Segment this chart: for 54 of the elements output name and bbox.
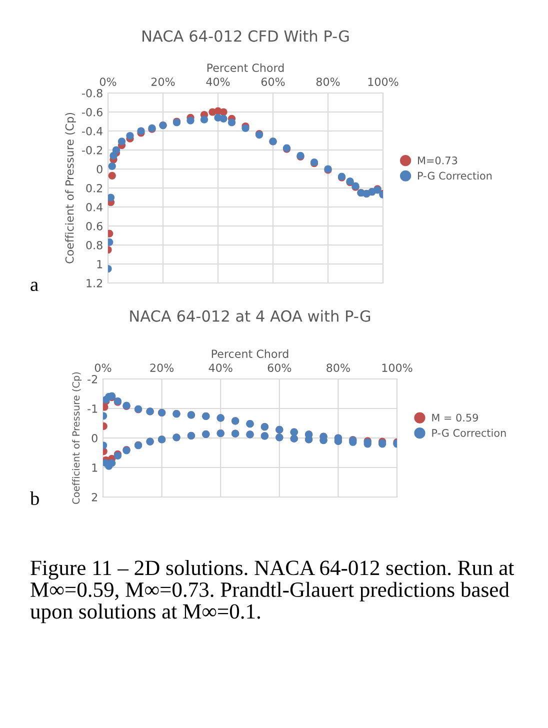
- chart-title: NACA 64-012 at 4 AOA with P-G: [130, 310, 370, 322]
- point: [108, 459, 116, 467]
- y-tick-label: 0.8: [86, 240, 102, 250]
- x-axis-title: Percent Chord: [212, 349, 288, 358]
- y-tick-label: 0.6: [86, 222, 102, 230]
- y-axis-title: Coefficient of Pressure (Cp): [65, 112, 76, 264]
- legend-label: M=0.73: [418, 156, 458, 164]
- y-tick-label: 0.4: [86, 202, 103, 212]
- y-tick-label: 0: [96, 164, 102, 174]
- point: [108, 162, 116, 170]
- point: [108, 194, 115, 202]
- y-axis-title: Coefficient of Pressure (Cp): [72, 372, 82, 504]
- x-tick-label: 20%: [150, 364, 174, 372]
- x-tick-label: 40%: [208, 364, 232, 372]
- text: b: [30, 491, 39, 506]
- point: [186, 116, 194, 124]
- x-tick-label: 0%: [100, 78, 116, 86]
- point: [200, 116, 208, 124]
- text: a: [30, 282, 38, 292]
- y-tick-label: -2: [88, 374, 98, 384]
- legend-label: M = 0.59: [432, 414, 478, 422]
- x-tick-label: 40%: [206, 78, 230, 86]
- point: [118, 138, 126, 146]
- y-tick-label: 0: [92, 434, 98, 442]
- x-tick-label: 80%: [326, 364, 350, 372]
- point: [228, 118, 236, 126]
- point: [108, 172, 116, 180]
- point: [112, 146, 120, 154]
- x-tick-label: 60%: [261, 78, 285, 86]
- point: [110, 152, 118, 160]
- y-tick-label: -0.4: [82, 126, 103, 136]
- y-tick-label: 1.2: [86, 278, 102, 288]
- point: [220, 114, 228, 122]
- x-tick-label: 60%: [268, 364, 292, 372]
- x-tick-label: 100%: [368, 78, 398, 86]
- x-tick-label: 100%: [382, 364, 412, 372]
- legend-label: P-G Correction: [432, 428, 506, 437]
- y-tick-label: 1: [97, 260, 102, 268]
- y-tick-label: 1: [92, 464, 98, 472]
- y-tick-label: 0.2: [86, 184, 102, 192]
- y-tick-label: 2: [92, 492, 98, 502]
- point: [126, 132, 134, 140]
- y-tick-label: -0.6: [82, 108, 102, 116]
- x-tick-label: 20%: [151, 78, 175, 86]
- y-tick-label: -0.8: [82, 88, 102, 98]
- x-axis-title: Percent Chord: [207, 63, 284, 72]
- caption: Figure 11 – 2D solutions. NACA 64-012 section. Run at M∞=0.59, M∞=0.73. Prandtl-Glauert predictions based upon solutions at M∞=0.1.: [30, 560, 514, 624]
- x-tick-label: 0%: [94, 364, 112, 372]
- y-tick-label: -1: [88, 404, 98, 413]
- legend-label: P-G Correction: [418, 172, 492, 180]
- x-tick-label: 80%: [316, 78, 340, 86]
- y-tick-label: -0.2: [82, 146, 102, 154]
- chart-title: NACA 64-012 CFD With P-G: [142, 30, 349, 42]
- point: [220, 108, 228, 116]
